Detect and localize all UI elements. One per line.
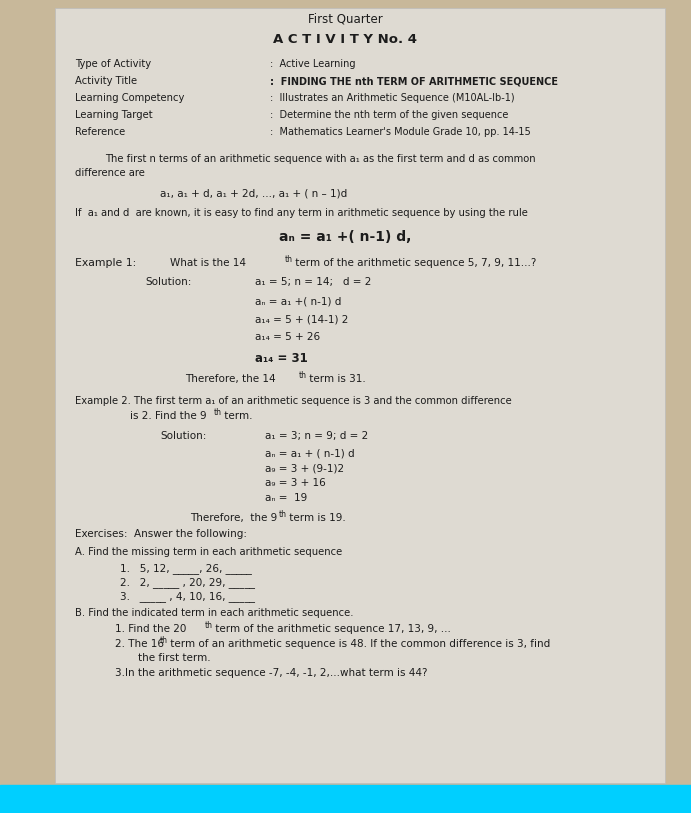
Text: 3.In the arithmetic sequence -7, -4, -1, 2,...what term is 44?: 3.In the arithmetic sequence -7, -4, -1,… [115, 668, 428, 678]
Text: a₁₄ = 31: a₁₄ = 31 [255, 352, 307, 365]
Text: a₁, a₁ + d, a₁ + 2d, ..., a₁ + ( n – 1)d: a₁, a₁ + d, a₁ + 2d, ..., a₁ + ( n – 1)d [160, 188, 348, 198]
Text: :  Illustrates an Arithmetic Sequence (M10AL-Ib-1): : Illustrates an Arithmetic Sequence (M1… [270, 93, 515, 103]
Text: What is the 14: What is the 14 [170, 258, 246, 268]
Text: a₉ = 3 + (9-1)2: a₉ = 3 + (9-1)2 [265, 463, 344, 473]
Text: 2. The 16: 2. The 16 [115, 639, 164, 649]
Text: A C T I V I T Y No. 4: A C T I V I T Y No. 4 [274, 33, 417, 46]
Text: th: th [299, 371, 307, 380]
Text: aₙ = a₁ +( n-1) d,: aₙ = a₁ +( n-1) d, [279, 230, 412, 244]
Bar [55, 8, 665, 783]
Text: B. Find the indicated term in each arithmetic sequence.: B. Find the indicated term in each arith… [75, 608, 354, 618]
Text: Solution:: Solution: [145, 277, 191, 287]
Text: a₁₄ = 5 + 26: a₁₄ = 5 + 26 [255, 332, 320, 342]
Text: Activity Title: Activity Title [75, 76, 137, 86]
Text: Example 1:: Example 1: [75, 258, 136, 268]
Text: Type of Activity: Type of Activity [75, 59, 151, 69]
Text: The first n terms of an arithmetic sequence with a₁ as the first term and d as c: The first n terms of an arithmetic seque… [105, 154, 536, 164]
Text: th: th [205, 621, 213, 630]
Text: a₉ = 3 + 16: a₉ = 3 + 16 [265, 478, 325, 488]
Text: Solution:: Solution: [160, 431, 207, 441]
Text: term is 19.: term is 19. [286, 513, 346, 523]
Text: term is 31.: term is 31. [306, 374, 366, 384]
Text: Therefore,  the 9: Therefore, the 9 [190, 513, 277, 523]
Text: term of an arithmetic sequence is 48. If the common difference is 3, find: term of an arithmetic sequence is 48. If… [167, 639, 550, 649]
Text: th: th [279, 510, 287, 519]
Text: Therefore, the 14: Therefore, the 14 [185, 374, 276, 384]
Text: :  FINDING THE nth TERM OF ARITHMETIC SEQUENCE: : FINDING THE nth TERM OF ARITHMETIC SEQ… [270, 76, 558, 86]
Text: a₁ = 3; n = 9; d = 2: a₁ = 3; n = 9; d = 2 [265, 431, 368, 441]
Text: term of the arithmetic sequence 17, 13, 9, ...: term of the arithmetic sequence 17, 13, … [212, 624, 451, 634]
Text: Example 2. The first term a₁ of an arithmetic sequence is 3 and the common diffe: Example 2. The first term a₁ of an arith… [75, 396, 512, 406]
Text: Exercises:  Answer the following:: Exercises: Answer the following: [75, 529, 247, 539]
Text: aₙ = a₁ + ( n-1) d: aₙ = a₁ + ( n-1) d [265, 448, 354, 458]
Text: 1.   5, 12, _____, 26, _____: 1. 5, 12, _____, 26, _____ [120, 563, 252, 574]
Text: Reference: Reference [75, 127, 125, 137]
Text: If  a₁ and d  are known, it is easy to find any term in arithmetic sequence by u: If a₁ and d are known, it is easy to fin… [75, 208, 528, 218]
Text: :  Mathematics Learner's Module Grade 10, pp. 14-15: : Mathematics Learner's Module Grade 10,… [270, 127, 531, 137]
Text: a₁₄ = 5 + (14-1) 2: a₁₄ = 5 + (14-1) 2 [255, 314, 348, 324]
Text: 1. Find the 20: 1. Find the 20 [115, 624, 187, 634]
Text: th: th [285, 255, 293, 264]
Text: th: th [214, 408, 222, 417]
Bar [0, 785, 691, 813]
Text: Learning Competency: Learning Competency [75, 93, 184, 103]
Text: :  Active Learning: : Active Learning [270, 59, 355, 69]
Text: a₁ = 5; n = 14;   d = 2: a₁ = 5; n = 14; d = 2 [255, 277, 371, 287]
Text: :  Determine the nth term of the given sequence: : Determine the nth term of the given se… [270, 110, 509, 120]
Text: A. Find the missing term in each arithmetic sequence: A. Find the missing term in each arithme… [75, 547, 342, 557]
Text: Learning Target: Learning Target [75, 110, 153, 120]
Text: th: th [160, 636, 168, 645]
Text: term.: term. [221, 411, 252, 421]
Text: 2.   2, _____ , 20, 29, _____: 2. 2, _____ , 20, 29, _____ [120, 577, 255, 588]
Text: is 2. Find the 9: is 2. Find the 9 [130, 411, 207, 421]
Text: the first term.: the first term. [138, 653, 211, 663]
Text: term of the arithmetic sequence 5, 7, 9, 11...?: term of the arithmetic sequence 5, 7, 9,… [292, 258, 536, 268]
Text: difference are: difference are [75, 168, 145, 178]
Text: 3.   _____ , 4, 10, 16, _____: 3. _____ , 4, 10, 16, _____ [120, 591, 255, 602]
Text: First Quarter: First Quarter [308, 13, 383, 26]
Text: aₙ =  19: aₙ = 19 [265, 493, 307, 503]
Text: aₙ = a₁ +( n-1) d: aₙ = a₁ +( n-1) d [255, 296, 341, 306]
